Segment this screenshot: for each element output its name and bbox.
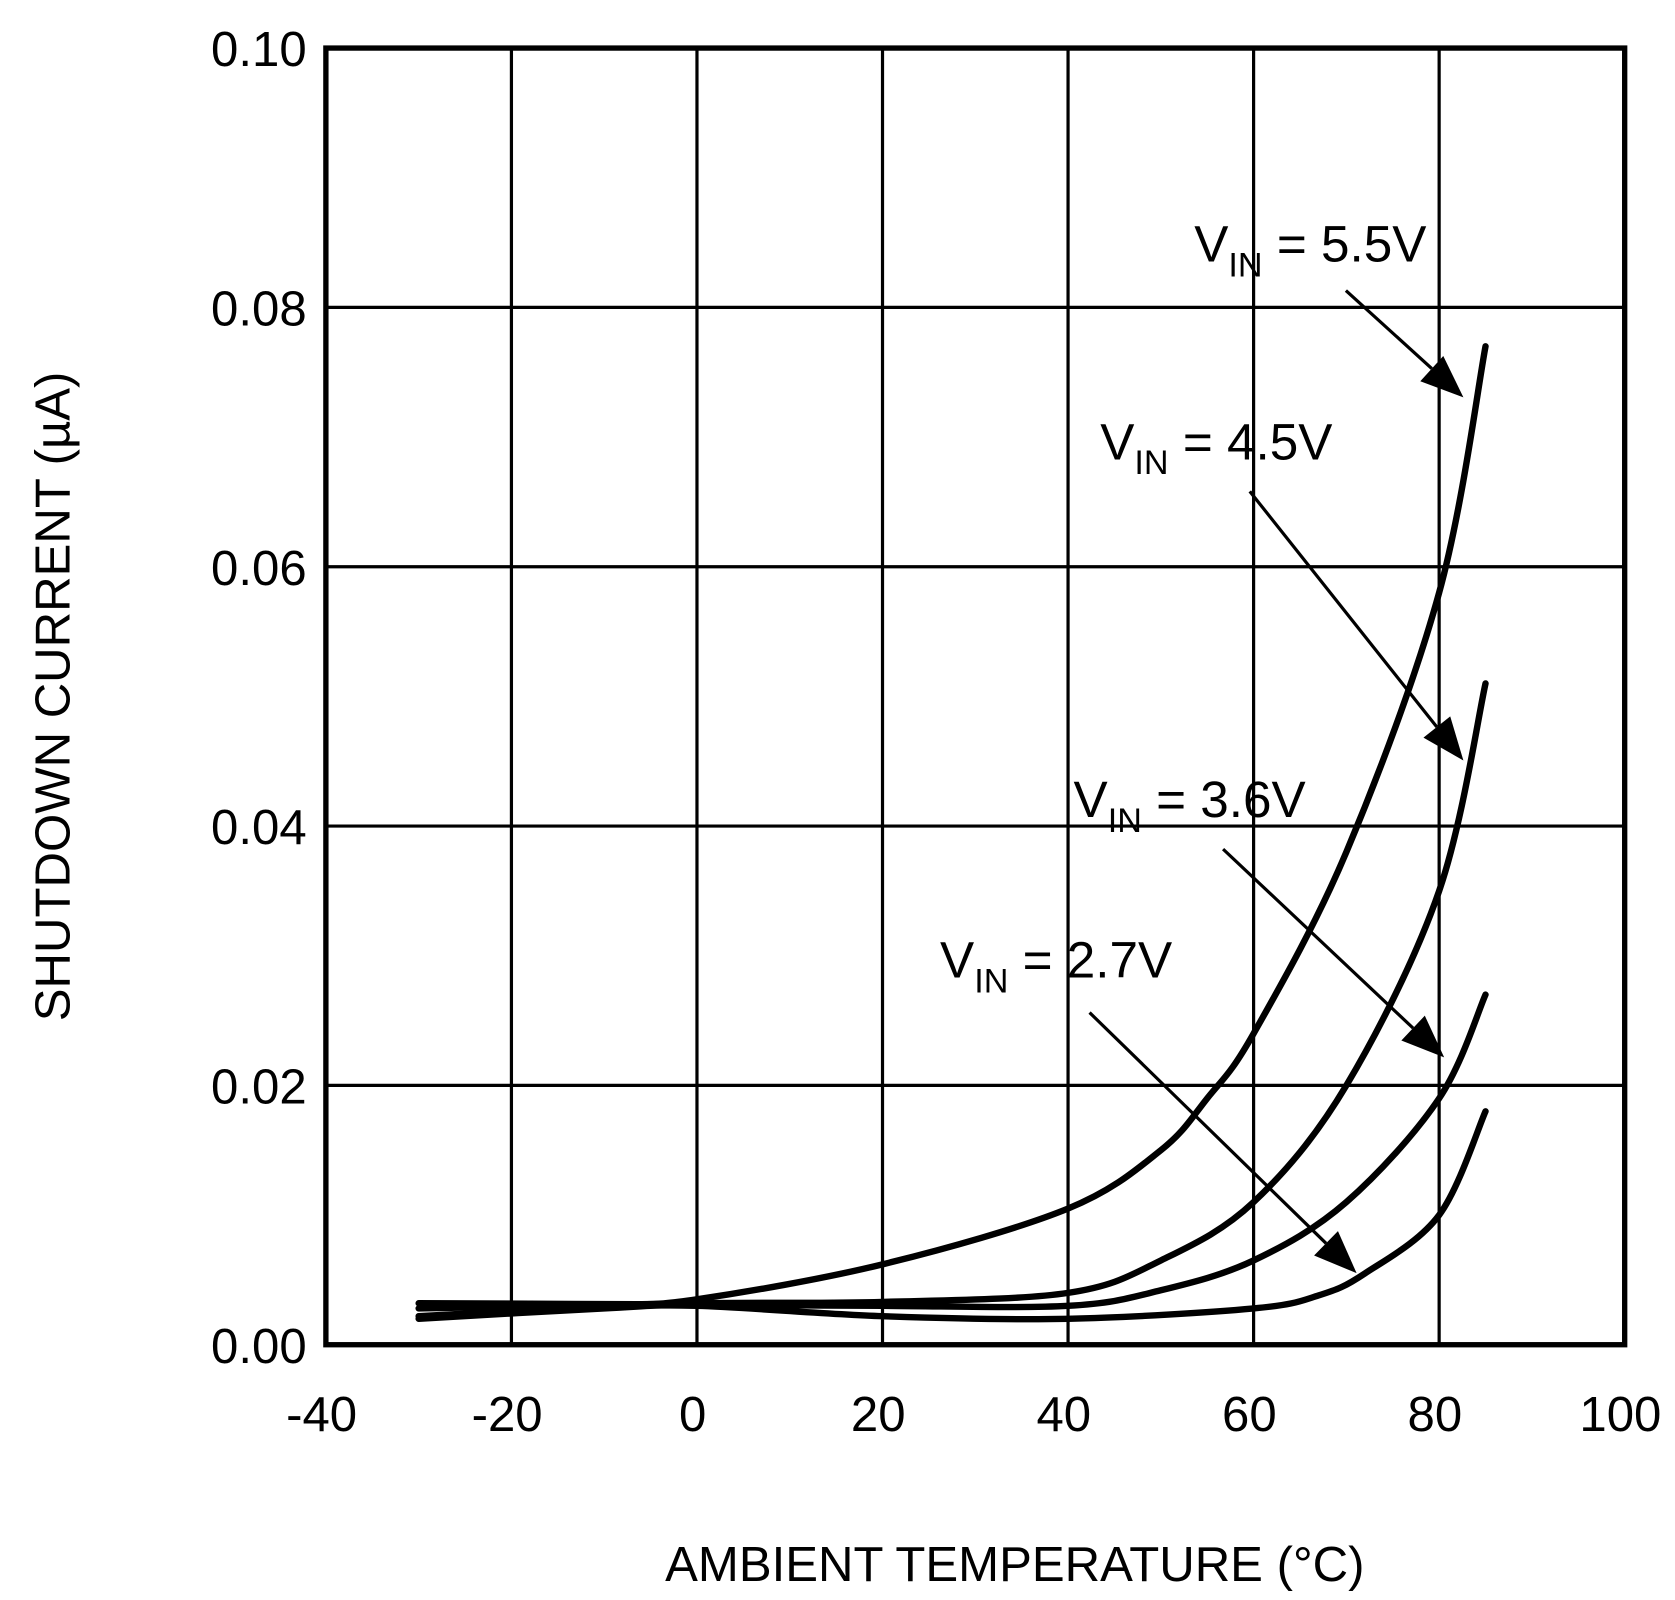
series-line bbox=[415, 1108, 1489, 1323]
arrow-head-icon bbox=[1420, 355, 1464, 398]
label-subscript: IN bbox=[1228, 247, 1262, 285]
x-tick-label: 80 bbox=[1408, 1388, 1463, 1442]
arrow-line bbox=[1221, 847, 1415, 1030]
plot-frame bbox=[323, 45, 1628, 1348]
arrow-line bbox=[1248, 490, 1439, 729]
label-rest: = 4.5V bbox=[1169, 413, 1333, 470]
arrow-head-icon bbox=[1401, 1015, 1445, 1058]
label-main: V bbox=[940, 931, 974, 988]
series-label: VIN = 4.5V bbox=[1100, 413, 1332, 482]
y-tick-label: 0.10 bbox=[211, 23, 307, 77]
y-tick-label: 0.04 bbox=[211, 801, 307, 855]
y-tick-label: 0.08 bbox=[211, 283, 307, 337]
y-tick-label: 0.02 bbox=[211, 1061, 307, 1115]
label-rest: = 3.6V bbox=[1142, 771, 1306, 828]
series-lines bbox=[415, 343, 1489, 1323]
label-subscript: IN bbox=[1108, 802, 1142, 840]
x-tick-label: 20 bbox=[851, 1388, 906, 1442]
arrow-line bbox=[1344, 289, 1433, 370]
y-tick-labels: 0.00 0.02 0.04 0.06 0.08 0.10 bbox=[211, 23, 307, 1374]
arrow-line bbox=[1088, 1011, 1328, 1245]
x-tick-label: 40 bbox=[1036, 1388, 1091, 1442]
series-label: VIN = 3.6V bbox=[1074, 771, 1306, 840]
label-main: V bbox=[1194, 216, 1228, 273]
label-rest: = 5.5V bbox=[1263, 216, 1427, 273]
x-tick-label: 60 bbox=[1222, 1388, 1277, 1442]
x-tick-labels: -40 -20 0 20 40 60 80 100 bbox=[286, 1388, 1661, 1442]
arrow-head-icon bbox=[1423, 716, 1464, 761]
y-axis-title: SHUTDOWN CURRENT (µA) bbox=[27, 372, 81, 1022]
y-tick-label: 0.00 bbox=[211, 1320, 307, 1374]
x-tick-label: -20 bbox=[472, 1388, 543, 1442]
series-line bbox=[415, 680, 1489, 1312]
series-label: VIN = 5.5V bbox=[1194, 216, 1426, 285]
y-tick-label: 0.06 bbox=[211, 542, 307, 596]
x-axis-title: AMBIENT TEMPERATURE (°C) bbox=[665, 1538, 1364, 1592]
label-subscript: IN bbox=[974, 962, 1008, 1000]
label-rest: = 2.7V bbox=[1008, 931, 1172, 988]
label-main: V bbox=[1074, 771, 1108, 828]
grid bbox=[323, 45, 1628, 1348]
arrow-head-icon bbox=[1314, 1231, 1357, 1274]
x-tick-label: 0 bbox=[679, 1388, 706, 1442]
label-subscript: IN bbox=[1134, 444, 1168, 482]
series-label: VIN = 2.7V bbox=[940, 931, 1172, 1000]
x-tick-label: -40 bbox=[286, 1388, 357, 1442]
label-main: V bbox=[1100, 413, 1134, 470]
x-tick-label: 100 bbox=[1579, 1388, 1661, 1442]
series-line bbox=[415, 343, 1489, 1320]
